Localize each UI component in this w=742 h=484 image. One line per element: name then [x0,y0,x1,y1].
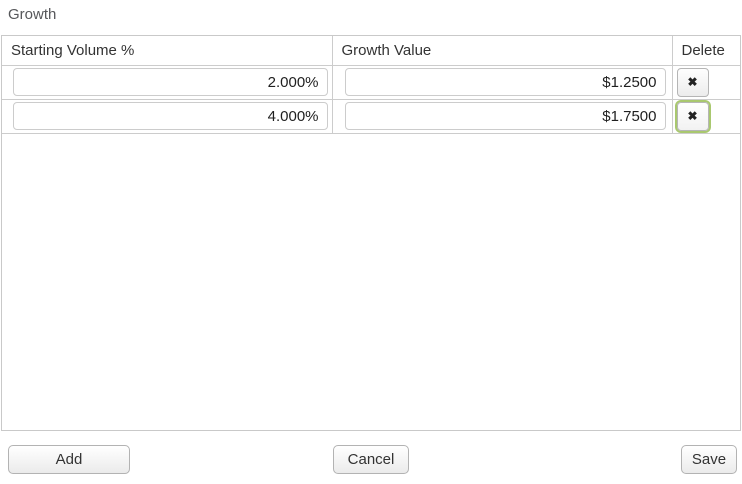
delete-row-button-row1[interactable]: ✖ [676,67,709,97]
cancel-button[interactable]: Cancel [333,445,409,474]
table-row: ✖ [2,99,740,134]
x-icon: ✖ [687,75,698,89]
starting-volume-cell [2,65,333,100]
delete-cell: ✖ [672,65,740,100]
page-title: Growth [8,6,57,23]
table-row: ✖ [2,65,740,100]
column-header-delete: Delete [672,36,740,66]
add-button[interactable]: Add [8,445,130,474]
starting-volume-input-row2[interactable] [13,102,328,130]
delete-cell: ✖ [672,99,740,134]
starting-volume-cell [2,99,333,134]
starting-volume-input-row1[interactable] [13,68,328,96]
growth-value-input-row2[interactable] [344,102,666,130]
growth-value-cell [332,65,673,100]
growth-table-container: Starting Volume % Growth Value Delete ✖ [1,35,741,431]
growth-table: Starting Volume % Growth Value Delete ✖ [2,36,740,134]
growth-value-cell [332,99,673,134]
growth-value-input-row1[interactable] [344,68,666,96]
column-header-starting-volume: Starting Volume % [2,36,333,66]
delete-row-button-row2[interactable]: ✖ [676,101,709,131]
x-icon: ✖ [687,109,698,123]
header-row: Starting Volume % Growth Value Delete [2,36,740,66]
save-button[interactable]: Save [681,445,737,474]
column-header-growth-value: Growth Value [332,36,673,66]
